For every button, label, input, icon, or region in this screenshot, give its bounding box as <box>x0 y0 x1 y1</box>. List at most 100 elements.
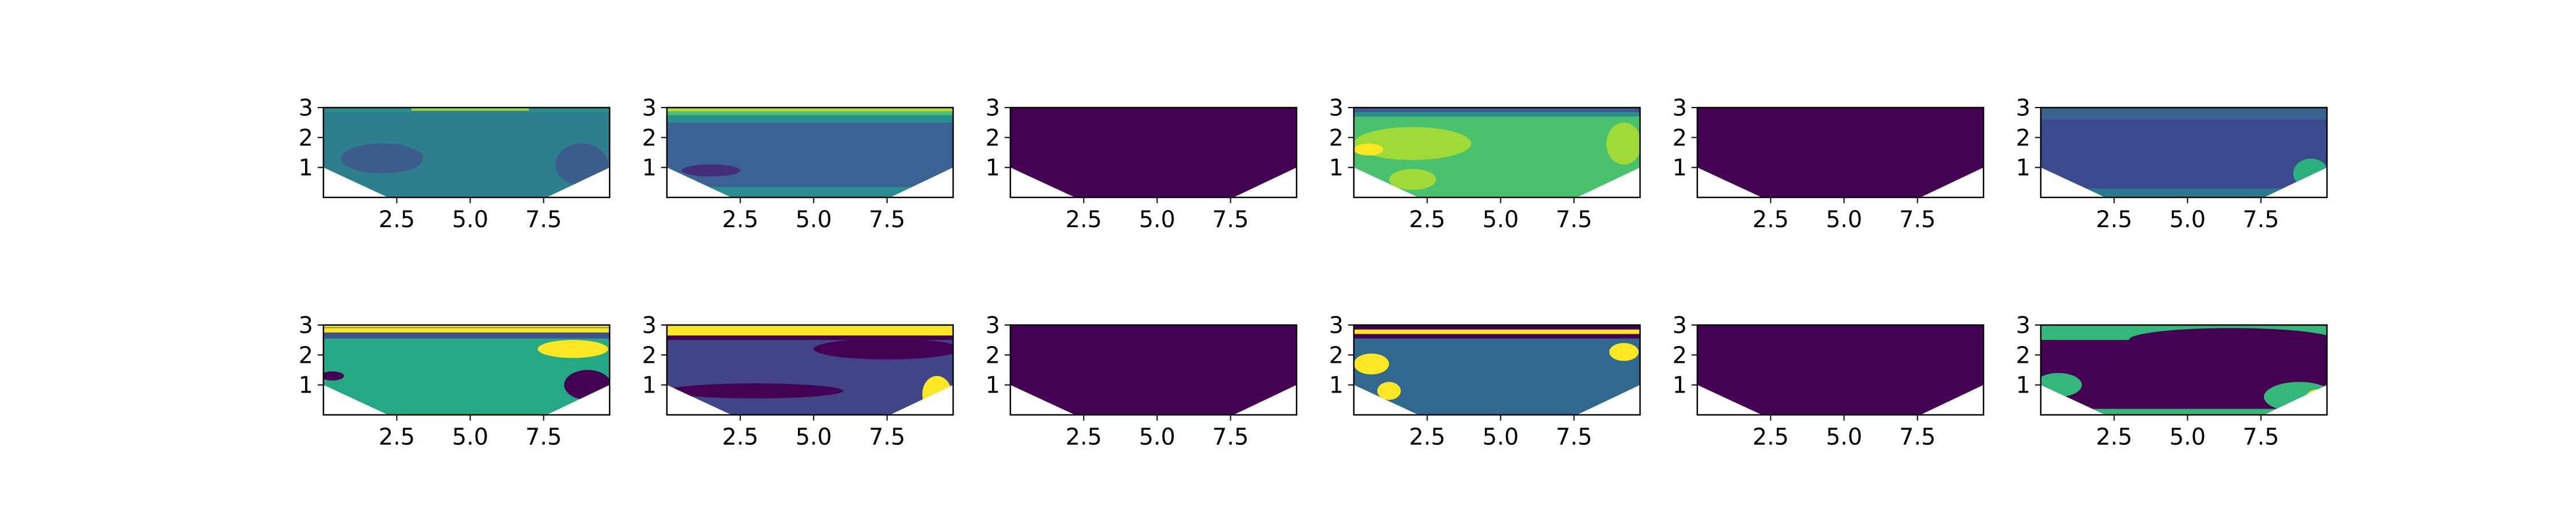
y-tick-label: 2 <box>1673 125 1687 151</box>
y-tick-label: 3 <box>986 312 1000 339</box>
y-tick-label: 1 <box>642 373 657 399</box>
contour-region <box>1354 127 1472 160</box>
x-tick-label: 2.5 <box>1752 207 1789 233</box>
axes-frame <box>2040 106 2328 199</box>
contour-fill-base <box>2041 108 2327 197</box>
contour-fill-base <box>1354 325 1640 415</box>
y-tick-label: 3 <box>1673 95 1687 121</box>
axes-frame <box>666 106 954 199</box>
y-tick-label: 2 <box>299 342 313 369</box>
y-tick-label: 1 <box>1673 155 1687 181</box>
y-tick-label: 2 <box>986 125 1000 151</box>
x-tick-label: 5.0 <box>1483 207 1519 233</box>
y-tick-label: 1 <box>642 155 657 181</box>
x-tick-label: 2.5 <box>1065 207 1102 233</box>
y-tick-label: 3 <box>2016 312 2030 339</box>
panel-r2c1: 2.5 5.0 7.5 1 2 3 <box>299 312 611 450</box>
x-tick-label: 5.0 <box>2170 424 2206 450</box>
x-tick-label: 5.0 <box>1483 424 1519 450</box>
x-tick-label: 2.5 <box>2096 207 2132 233</box>
x-tick-label: 7.5 <box>526 207 562 233</box>
axes-frame <box>1009 324 1298 416</box>
y-tick-label: 1 <box>1673 373 1687 399</box>
contour-region <box>1609 343 1639 361</box>
axes-frame <box>1009 106 1298 199</box>
x-tick-label: 7.5 <box>1212 424 1249 450</box>
y-tick-label: 3 <box>986 95 1000 121</box>
contour-field <box>667 325 953 415</box>
contour-field <box>1697 325 1984 415</box>
contour-fill-base <box>1010 108 1297 197</box>
x-tick-label: 7.5 <box>2243 207 2279 233</box>
y-tick-label: 2 <box>642 342 657 369</box>
contour-band <box>323 328 610 333</box>
x-tick-label: 2.5 <box>2096 424 2132 450</box>
panel-r1c5: 2.5 5.0 7.5 1 2 3 <box>1673 95 1985 233</box>
x-tick-label: 2.5 <box>1409 424 1445 450</box>
contour-band <box>667 108 953 112</box>
panel-r1c6: 2.5 5.0 7.5 1 2 3 <box>2016 95 2328 233</box>
x-tick-label: 7.5 <box>1556 424 1593 450</box>
x-tick-label: 5.0 <box>2170 207 2206 233</box>
contour-region <box>1354 353 1389 375</box>
contour-band <box>667 325 953 336</box>
axes-frame <box>322 106 611 199</box>
y-tick-label: 3 <box>642 95 657 121</box>
contour-field <box>2041 108 2327 197</box>
panel-r1c1: 2.5 5.0 7.5 1 2 3 <box>299 95 611 233</box>
y-tick-label: 2 <box>2016 342 2030 369</box>
panel-r1c4: 2.5 5.0 7.5 1 2 3 <box>1329 95 1641 233</box>
contour-fill-base <box>1010 325 1297 415</box>
contour-field <box>323 325 610 415</box>
x-tick-label: 5.0 <box>452 207 489 233</box>
x-tick-label: 7.5 <box>526 424 562 450</box>
panel-grid: 2.5 5.0 7.5 1 2 3 2.5 5.0 7.5 1 2 3 2.5 5.0 7.5 1 2 3 2.5 5… <box>299 95 2328 450</box>
contour-field <box>1010 325 1297 415</box>
x-tick-label: 5.0 <box>1826 207 1863 233</box>
panel-r2c3: 2.5 5.0 7.5 1 2 3 <box>986 312 1298 450</box>
x-tick-label: 7.5 <box>1212 207 1249 233</box>
y-tick-label: 1 <box>299 155 313 181</box>
x-tick-label: 7.5 <box>869 424 906 450</box>
y-tick-label: 1 <box>2016 373 2030 399</box>
contour-field <box>667 108 953 197</box>
y-tick-label: 1 <box>2016 155 2030 181</box>
y-tick-label: 2 <box>1673 342 1687 369</box>
axes-frame <box>2040 324 2328 416</box>
x-tick-label: 2.5 <box>378 207 415 233</box>
contour-region <box>538 340 609 358</box>
contour-field <box>1354 325 1640 415</box>
contour-band <box>411 108 529 111</box>
contour-band <box>323 325 610 328</box>
contour-field <box>1010 108 1297 197</box>
x-tick-label: 7.5 <box>1899 424 1936 450</box>
y-tick-label: 2 <box>642 125 657 151</box>
x-tick-label: 7.5 <box>2243 424 2279 450</box>
y-tick-label: 3 <box>299 312 313 339</box>
y-tick-label: 2 <box>1329 342 1344 369</box>
axes-frame <box>1696 324 1985 416</box>
x-tick-label: 5.0 <box>796 207 832 233</box>
x-tick-label: 7.5 <box>869 207 906 233</box>
panel-r2c6: 2.5 5.0 7.5 1 2 3 <box>2016 312 2328 450</box>
contour-band <box>1354 108 1640 112</box>
contour-field <box>1354 108 1640 197</box>
contour-region <box>681 164 741 177</box>
y-tick-label: 2 <box>986 342 1000 369</box>
x-tick-label: 2.5 <box>378 424 415 450</box>
y-tick-label: 1 <box>986 155 1000 181</box>
y-tick-label: 2 <box>1329 125 1344 151</box>
y-tick-label: 3 <box>299 95 313 121</box>
contour-field <box>323 108 610 197</box>
contour-region <box>341 143 424 174</box>
y-tick-label: 3 <box>1329 312 1344 339</box>
panel-r2c4: 2.5 5.0 7.5 1 2 3 <box>1329 312 1641 450</box>
x-tick-label: 5.0 <box>796 424 832 450</box>
axes-frame <box>1353 324 1641 416</box>
x-tick-label: 5.0 <box>1826 424 1863 450</box>
y-tick-label: 1 <box>1329 155 1344 181</box>
panel-r1c2: 2.5 5.0 7.5 1 2 3 <box>642 95 954 233</box>
contour-region <box>813 338 953 360</box>
x-tick-label: 7.5 <box>1899 207 1936 233</box>
